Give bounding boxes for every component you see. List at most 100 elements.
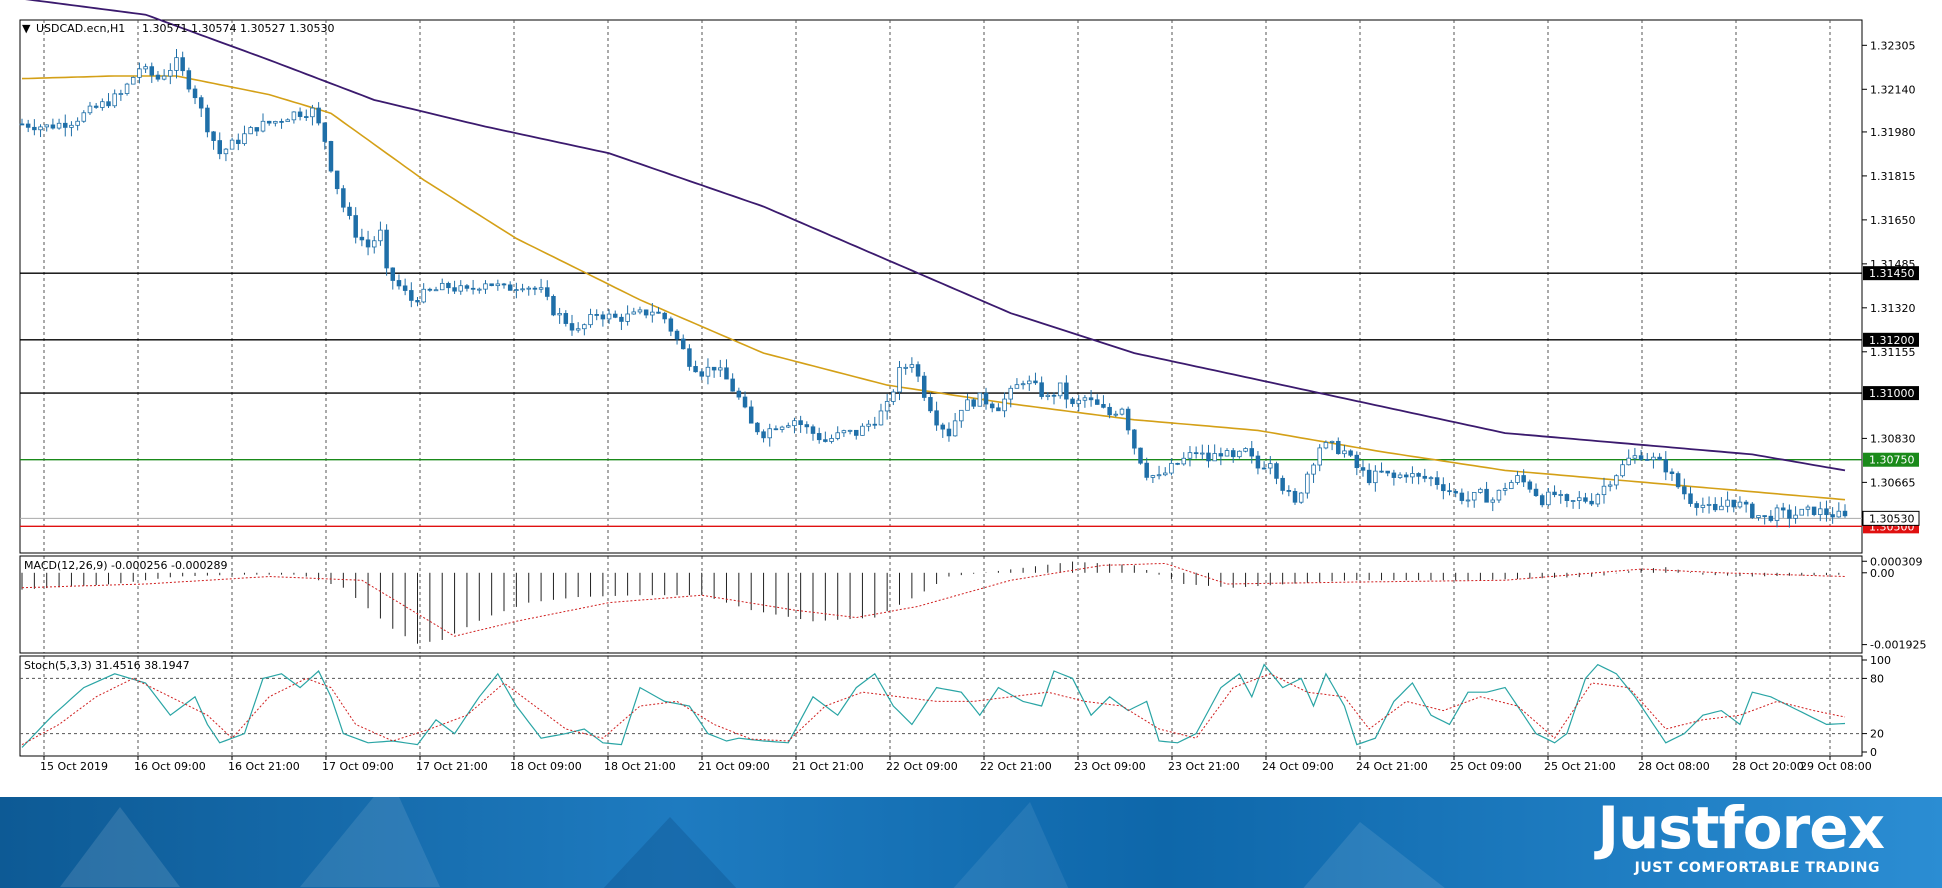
- candle-body: [965, 399, 970, 411]
- candle-body: [989, 403, 995, 409]
- candle-body: [1162, 472, 1168, 476]
- candle-body: [1577, 497, 1582, 501]
- candle-body: [236, 139, 241, 145]
- stoch-tick-label: 100: [1870, 654, 1891, 667]
- price-tick-label: 1.30665: [1870, 476, 1916, 489]
- candle-body: [495, 283, 501, 287]
- x-tick-label: 16 Oct 09:00: [134, 760, 206, 773]
- candle-body: [792, 420, 797, 427]
- macd-signal-line: [21, 562, 1846, 637]
- candle-body: [192, 88, 198, 99]
- candle-body: [1471, 492, 1477, 501]
- candle-body: [223, 148, 229, 155]
- candle-body: [1663, 459, 1669, 473]
- candle-body: [1743, 501, 1749, 505]
- candle-body: [779, 426, 785, 430]
- macd-panel-frame: [19, 555, 1863, 654]
- candle-body: [1818, 508, 1823, 515]
- ohlc-label: 1.30571 1.30574 1.30527 1.30530: [142, 22, 334, 35]
- candle-body: [1101, 404, 1106, 408]
- candle-body: [1298, 492, 1304, 503]
- candle-body: [1113, 413, 1119, 416]
- candle-body: [1675, 473, 1681, 488]
- candle-body: [1706, 503, 1712, 506]
- x-tick-label: 24 Oct 21:00: [1356, 760, 1428, 773]
- candle-body: [631, 311, 637, 315]
- candle-body: [532, 287, 538, 290]
- candle-body: [730, 378, 735, 392]
- candle-body: [575, 328, 581, 331]
- candle-body: [606, 313, 612, 320]
- candle-body: [1657, 456, 1662, 461]
- brand-banner: [0, 797, 1942, 888]
- candle-body: [1039, 382, 1044, 397]
- candle-body: [507, 284, 513, 291]
- candle-body: [390, 267, 396, 281]
- candle-body: [489, 283, 494, 287]
- candle-body: [1712, 503, 1718, 511]
- level-price-box: [1863, 386, 1919, 401]
- candle-body: [1403, 474, 1409, 478]
- candle-body: [563, 313, 569, 324]
- macd-tick-label: -0.001925: [1870, 639, 1926, 652]
- price-tick-label: 1.31485: [1870, 258, 1916, 271]
- candle-body: [384, 229, 389, 269]
- candle-body: [1750, 503, 1755, 518]
- candle-body: [378, 229, 383, 242]
- dropdown-arrow-icon[interactable]: ▼: [22, 22, 31, 35]
- candle-body: [316, 107, 321, 124]
- x-tick-label: 18 Oct 09:00: [510, 760, 582, 773]
- candle-body: [1305, 473, 1310, 494]
- candle-body: [458, 285, 464, 292]
- candle-body: [724, 367, 729, 380]
- candle-body: [662, 312, 667, 320]
- candle-body: [1509, 482, 1514, 490]
- candle-body: [186, 70, 192, 90]
- candle-body: [1836, 510, 1842, 518]
- current-price-box: [1862, 510, 1920, 526]
- candle-body: [1465, 499, 1471, 502]
- candle-body: [526, 287, 531, 290]
- candle-body: [1731, 499, 1737, 508]
- level-price-label: 1.31200: [1869, 334, 1915, 347]
- level-price-box: [1863, 332, 1919, 347]
- candle-body: [1799, 508, 1804, 516]
- symbol-label: USDCAD.ecn,H1: [36, 22, 125, 35]
- candle-body: [1181, 457, 1187, 465]
- candle-body: [1669, 471, 1675, 474]
- candle-body: [439, 282, 445, 291]
- candle-body: [50, 124, 56, 129]
- candle-body: [1632, 455, 1638, 459]
- candle-body: [168, 70, 173, 77]
- level-price-label: 1.31450: [1869, 267, 1915, 280]
- candle-body: [1373, 470, 1378, 484]
- candle-body: [118, 93, 124, 95]
- candle-body: [1323, 442, 1329, 449]
- candle-body: [217, 140, 222, 155]
- candle-body: [1360, 467, 1366, 471]
- candle-body: [1255, 455, 1261, 469]
- candle-body: [371, 240, 377, 248]
- candle-body: [1014, 384, 1020, 389]
- candle-body: [229, 139, 235, 150]
- price-tick-label: 1.31815: [1870, 170, 1916, 183]
- candle-body: [341, 188, 346, 208]
- candle-body: [1088, 397, 1094, 401]
- candle-body: [1064, 382, 1069, 400]
- price-tick-label: 1.31155: [1870, 346, 1916, 359]
- candle-body: [1095, 399, 1100, 405]
- candle-body: [915, 364, 921, 377]
- candle-body: [130, 76, 136, 85]
- candle-body: [452, 287, 457, 292]
- stoch-panel-frame: [19, 655, 1863, 757]
- price-tick-label: 1.30830: [1870, 432, 1916, 445]
- candle-body: [1033, 380, 1038, 384]
- candle-body: [514, 289, 519, 291]
- candle-body: [25, 123, 31, 128]
- candle-body: [878, 410, 884, 426]
- candle-body: [977, 392, 983, 407]
- candle-body: [1193, 452, 1199, 455]
- candle-body: [1478, 488, 1483, 493]
- candle-body: [1830, 514, 1835, 518]
